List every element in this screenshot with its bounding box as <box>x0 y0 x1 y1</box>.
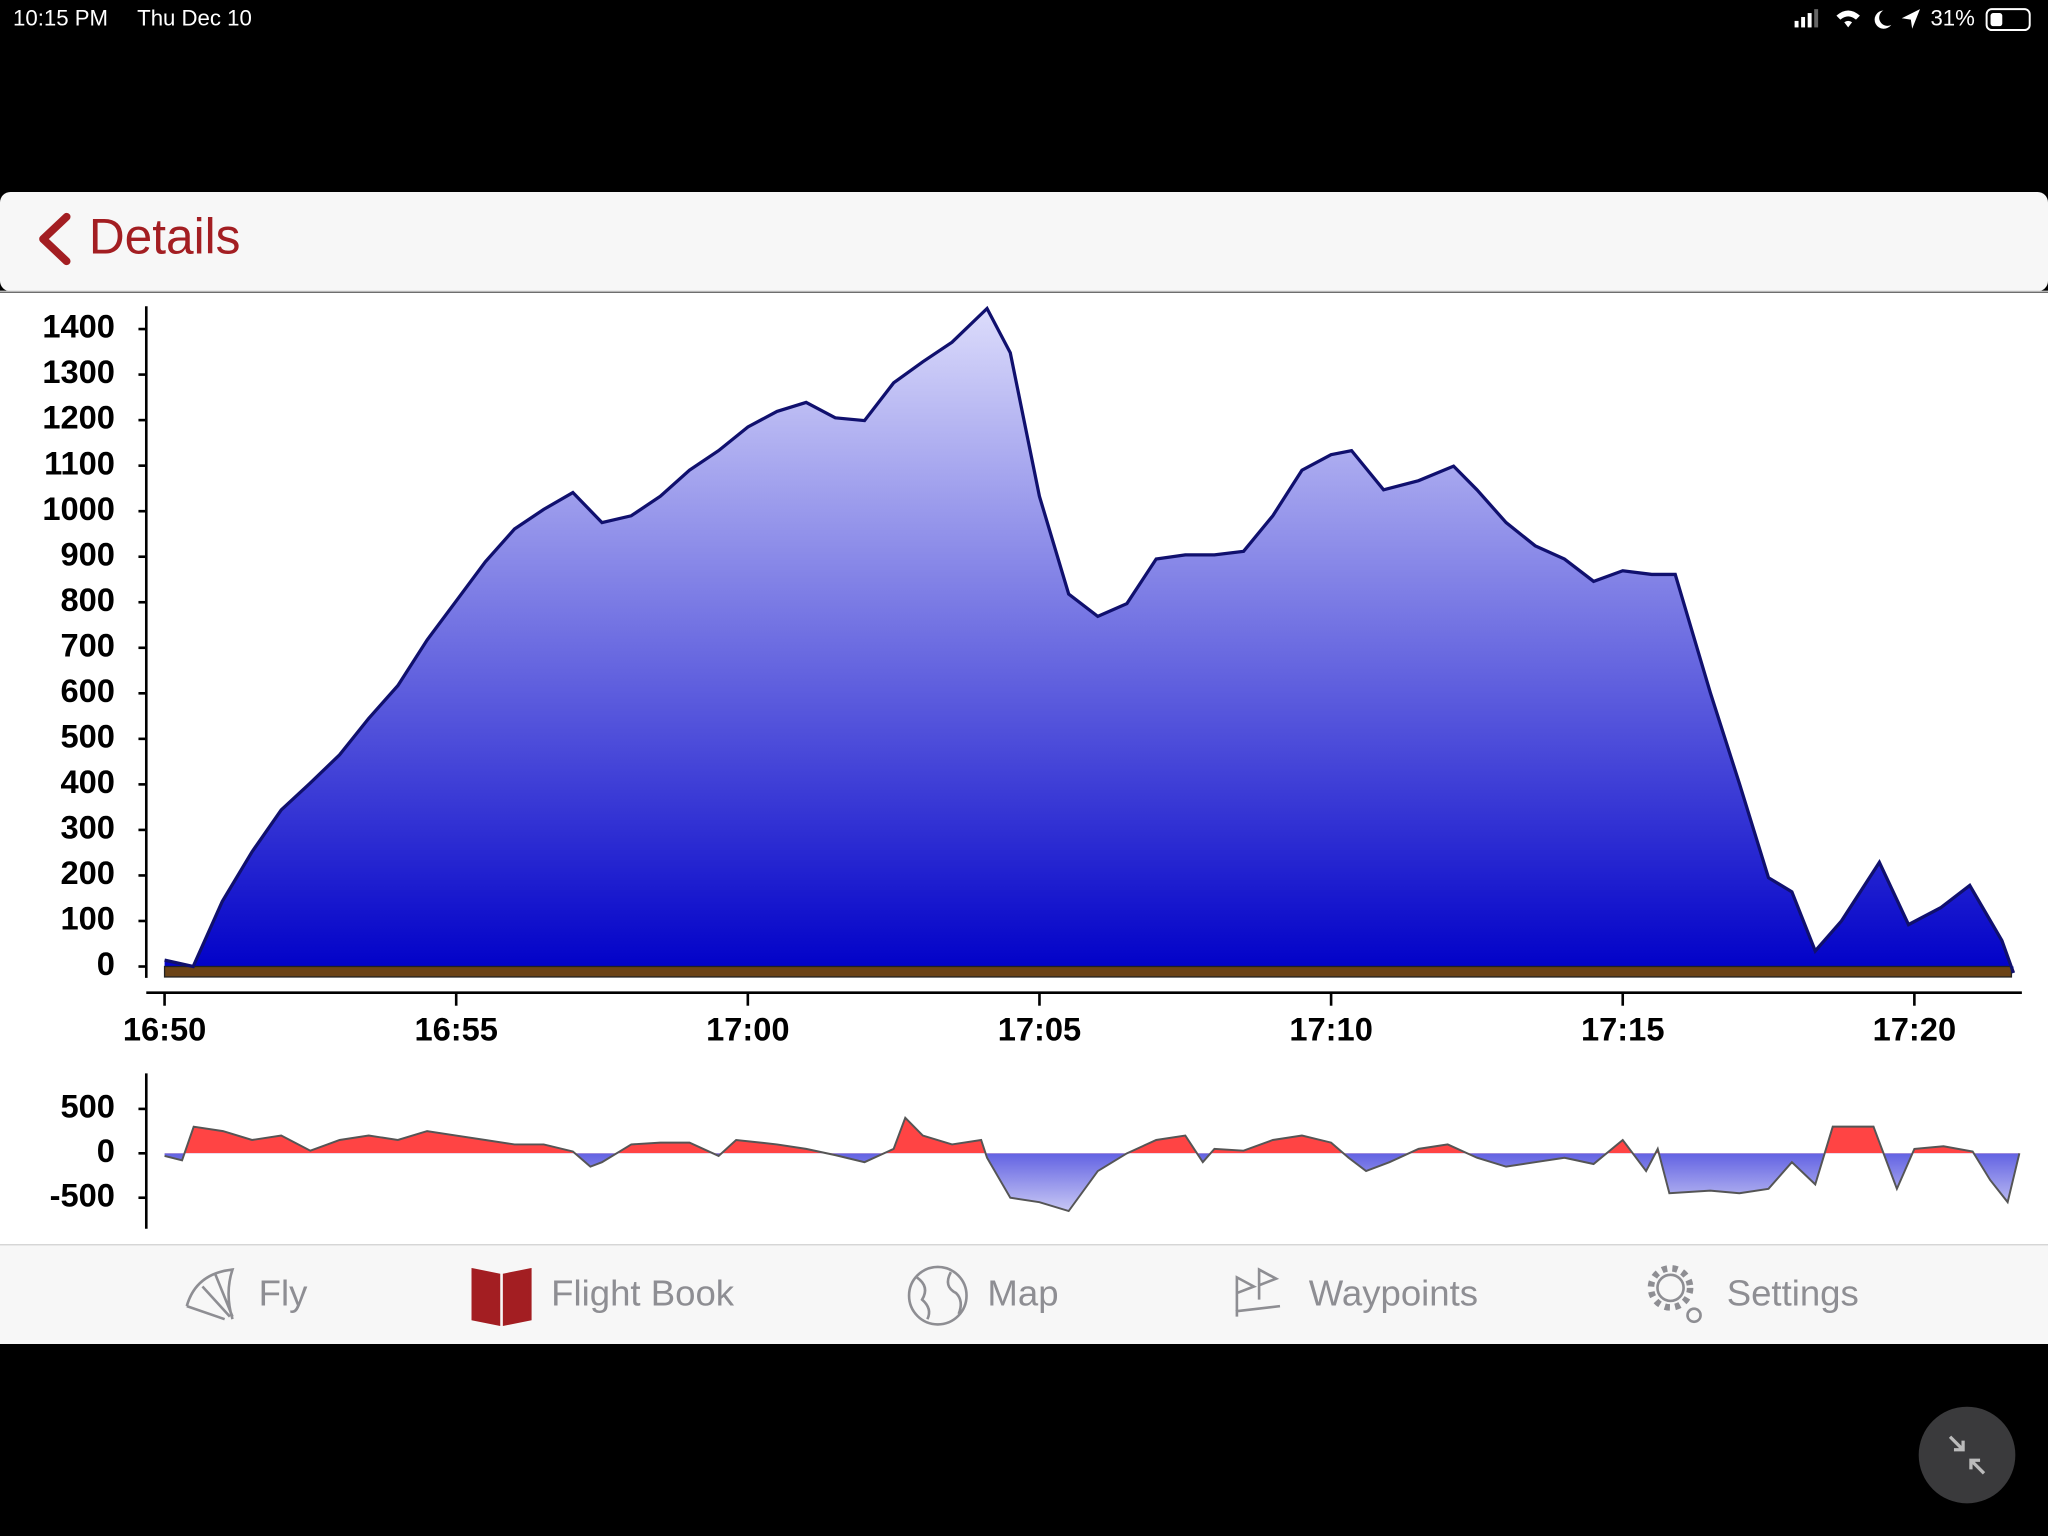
tab-label[interactable]: Fly <box>259 1272 308 1313</box>
y-tick-label: 900 <box>60 535 114 572</box>
tabs: Fly Flight Book Map Waypoints Settings <box>259 1272 1859 1313</box>
y-tick-label: 1100 <box>44 444 115 481</box>
tab-bar <box>0 1244 2048 1344</box>
y-tick-label: 300 <box>60 809 114 846</box>
tab-label[interactable]: Waypoints <box>1309 1272 1478 1313</box>
vario-line <box>164 1115 2021 1213</box>
x-tick-label: 16:55 <box>414 1010 497 1047</box>
charts: 0 100 200 300 400 500 600 700 800 900 1000 1100 1200… <box>42 305 2022 1229</box>
altitude-line <box>164 305 2016 974</box>
y-tick-label: 0 <box>97 1132 115 1169</box>
y-tick-label: -500 <box>50 1176 115 1213</box>
y-tick-label: 800 <box>60 581 114 618</box>
minimize-button[interactable] <box>1918 1406 2016 1504</box>
y-tick-label: 1400 <box>42 308 115 345</box>
x-tick-label: 17:05 <box>998 1010 1081 1047</box>
x-tick-label: 17:10 <box>1289 1010 1372 1047</box>
status-date: Thu Dec 10 <box>137 5 252 30</box>
y-tick-label: 500 <box>60 717 114 754</box>
y-tick-label: 400 <box>60 763 114 800</box>
y-tick-label: 1000 <box>42 490 115 527</box>
y-tick-label: 1300 <box>42 353 115 390</box>
status-icons <box>1794 8 2031 32</box>
y-tick-label: 200 <box>60 854 114 891</box>
x-tick-label: 16:50 <box>123 1010 206 1047</box>
x-tick-label: 17:20 <box>1873 1010 1956 1047</box>
tab-label[interactable]: Settings <box>1727 1272 1859 1313</box>
tab-label[interactable]: Flight Book <box>551 1272 735 1313</box>
vario-negative-area <box>164 1153 2020 1212</box>
tab-label[interactable]: Map <box>987 1272 1058 1313</box>
back-button[interactable]: Details <box>89 208 241 264</box>
nav-bar <box>0 192 2048 292</box>
y-tick-label: 600 <box>60 672 114 709</box>
x-tick-label: 17:00 <box>706 1010 789 1047</box>
ground <box>163 965 2013 978</box>
tab-icons <box>185 1264 1702 1327</box>
back-chevron[interactable] <box>39 212 71 266</box>
y-tick-label: 500 <box>60 1088 114 1125</box>
status-battery: 31% <box>1930 5 1974 30</box>
y-tick-label: 100 <box>60 900 114 937</box>
x-tick-label: 17:15 <box>1581 1010 1664 1047</box>
altitude-area <box>164 308 2014 973</box>
y-tick-label: 0 <box>97 945 115 982</box>
status-time: 10:15 PM <box>13 5 108 30</box>
y-tick-label: 1200 <box>42 399 115 436</box>
vario-positive-area <box>164 1117 2020 1154</box>
y-tick-label: 700 <box>60 626 114 663</box>
minimize-icon <box>1948 1435 1986 1475</box>
